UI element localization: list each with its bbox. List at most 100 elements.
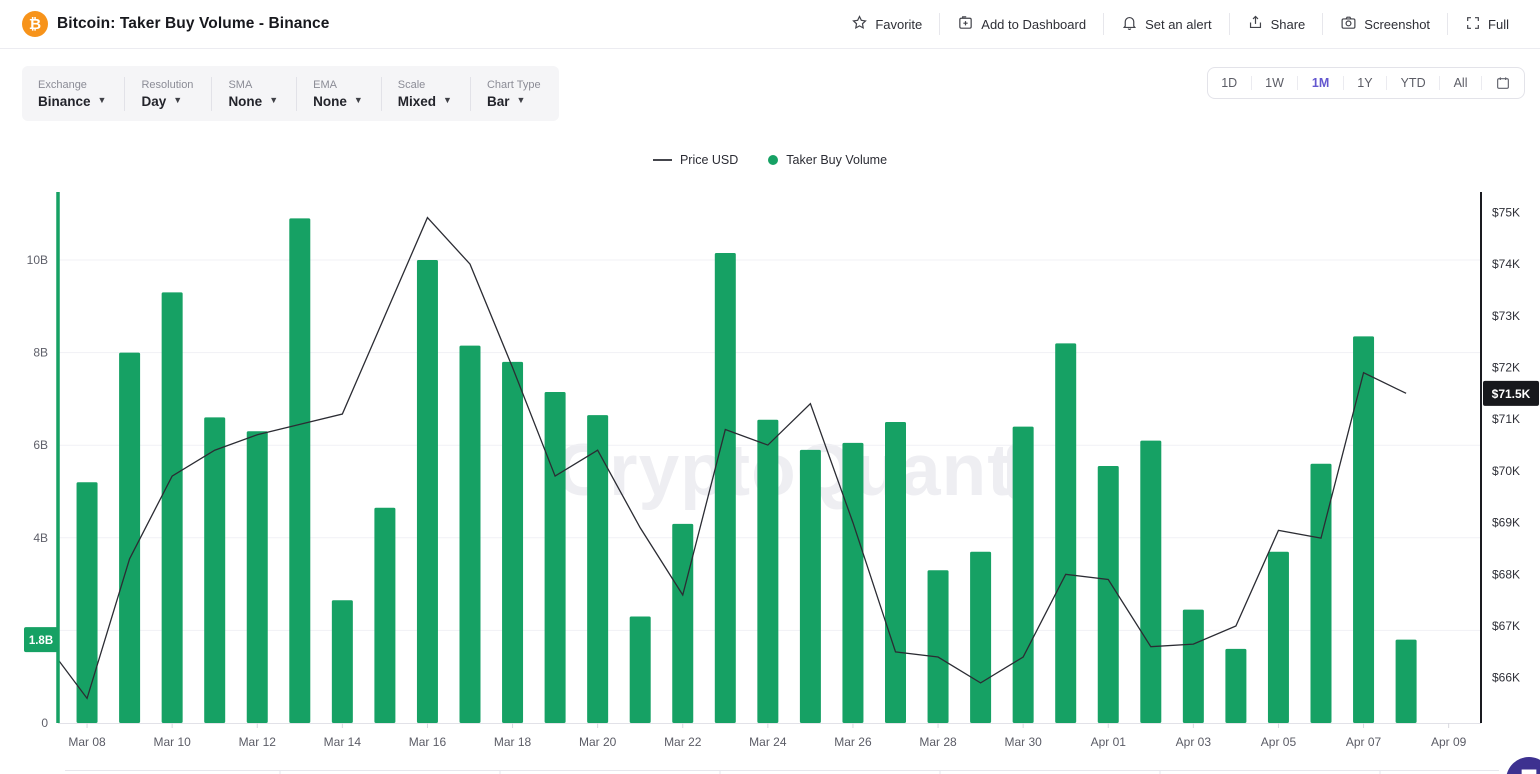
bar-mar-25[interactable] — [799, 449, 821, 723]
exchange-dropdown[interactable]: Exchange Binance ▼ — [22, 79, 124, 109]
bar-mar-29[interactable] — [970, 551, 992, 723]
range-1y[interactable]: 1Y — [1357, 76, 1373, 90]
bar-mar-20[interactable] — [587, 415, 609, 723]
bar-mar-27[interactable] — [885, 422, 906, 723]
chevron-down-icon: ▼ — [97, 95, 107, 105]
right-axis-label: $74K — [1492, 257, 1520, 271]
bar-apr-07[interactable] — [1353, 336, 1375, 723]
legend-price-usd[interactable]: Price USD — [652, 153, 738, 167]
range-1d[interactable]: 1D — [1221, 76, 1238, 90]
scale-value: Mixed — [397, 93, 437, 109]
bar-mar-31[interactable] — [1055, 343, 1077, 723]
favorite-button[interactable]: Favorite — [834, 13, 939, 35]
range-ytd[interactable]: YTD — [1400, 76, 1426, 90]
range-all[interactable]: All — [1453, 76, 1468, 90]
exchange-value: Binance — [38, 93, 91, 109]
range-divider — [1297, 76, 1299, 90]
add-to-dashboard-label: Add to Dashboard — [981, 16, 1087, 32]
x-tick-label: Mar 24 — [749, 735, 787, 749]
bar-mar-08[interactable] — [76, 482, 98, 723]
x-tick-label: Apr 03 — [1176, 735, 1212, 749]
scale-dropdown[interactable]: Scale Mixed ▼ — [382, 79, 470, 109]
range-divider — [1439, 76, 1441, 90]
chart-type-label: Chart Type — [486, 78, 541, 91]
header-divider — [1322, 13, 1324, 35]
favorite-label: Favorite — [875, 16, 923, 32]
share-label: Share — [1270, 16, 1306, 32]
bar-apr-01[interactable] — [1097, 466, 1119, 723]
bar-mar-12[interactable] — [246, 431, 268, 723]
bar-mar-24[interactable] — [757, 419, 779, 723]
sma-dropdown[interactable]: SMA None ▼ — [212, 79, 296, 109]
set-alert-label: Set an alert — [1145, 16, 1212, 32]
bitcoin-icon: ₿ — [22, 11, 48, 37]
dot-swatch-icon — [768, 155, 779, 165]
range-selector: 1D 1W 1M 1Y YTD All — [1206, 67, 1525, 99]
chevron-down-icon: ▼ — [353, 95, 363, 105]
chat-widget-button[interactable] — [1506, 757, 1540, 774]
bar-mar-28[interactable] — [927, 570, 949, 723]
bar-mar-23[interactable] — [714, 253, 736, 723]
page-title: Bitcoin: Taker Buy Volume - Binance — [57, 15, 330, 32]
bar-apr-04[interactable] — [1225, 648, 1247, 723]
bar-mar-21[interactable] — [629, 616, 651, 723]
chevron-down-icon: ▼ — [173, 95, 183, 105]
right-axis-badge-label: $71.5K — [1492, 387, 1531, 401]
add-to-dashboard-button[interactable]: Add to Dashboard — [940, 13, 1103, 35]
calendar-icon[interactable] — [1482, 75, 1524, 91]
bar-apr-05[interactable] — [1267, 551, 1289, 723]
fullscreen-button[interactable]: Full — [1448, 13, 1526, 35]
right-axis-label: $73K — [1492, 309, 1520, 323]
resolution-dropdown[interactable]: Resolution Day ▼ — [125, 79, 211, 109]
x-tick-label: Mar 12 — [239, 735, 277, 749]
set-alert-button[interactable]: Set an alert — [1104, 13, 1229, 35]
bar-mar-22[interactable] — [672, 523, 694, 723]
left-axis-label: 4B — [33, 531, 48, 545]
left-axis-label: 6B — [33, 438, 48, 452]
legend-volume-label: Taker Buy Volume — [786, 153, 888, 167]
x-tick-label: Mar 20 — [579, 735, 617, 749]
chart-canvas[interactable]: CryptoQuant Mar 08 Mar 10 Mar 12 Mar 14 Mar 1… — [0, 185, 1540, 774]
right-axis-badge — [1483, 380, 1539, 406]
screenshot-label: Screenshot — [1364, 16, 1431, 32]
range-divider — [1342, 76, 1344, 90]
bar-mar-11[interactable] — [204, 417, 226, 723]
bar-mar-19[interactable] — [544, 391, 566, 723]
legend-taker-buy-volume[interactable]: Taker Buy Volume — [768, 153, 887, 167]
bar-apr-02[interactable] — [1140, 440, 1162, 723]
watermark: CryptoQuant — [555, 430, 1012, 511]
star-icon — [851, 14, 868, 34]
share-button[interactable]: Share — [1230, 13, 1323, 35]
bar-mar-09[interactable] — [119, 352, 141, 723]
chat-bubble-icon — [1521, 769, 1537, 774]
ema-dropdown[interactable]: EMA None ▼ — [297, 79, 381, 109]
range-1w[interactable]: 1W — [1265, 76, 1284, 90]
bar-mar-17[interactable] — [459, 345, 481, 723]
left-axis-badge — [24, 627, 58, 653]
exchange-label: Exchange — [38, 78, 87, 91]
range-1m[interactable]: 1M — [1311, 76, 1330, 90]
range-divider — [1386, 76, 1388, 90]
bar-mar-15[interactable] — [374, 507, 396, 723]
header-divider — [939, 13, 941, 35]
bar-mar-26[interactable] — [842, 442, 864, 723]
x-tick-label: Mar 26 — [834, 735, 872, 749]
bar-mar-10[interactable] — [161, 292, 183, 723]
x-tick-label: Mar 18 — [494, 735, 532, 749]
bar-apr-08[interactable] — [1395, 639, 1417, 723]
chart-type-dropdown[interactable]: Chart Type Bar ▼ — [471, 79, 559, 109]
bar-mar-14[interactable] — [331, 600, 353, 723]
bar-apr-06[interactable] — [1310, 463, 1332, 723]
bar-mar-30[interactable] — [1012, 426, 1034, 723]
x-tick-label: Apr 01 — [1091, 735, 1127, 749]
resolution-label: Resolution — [141, 78, 194, 91]
x-tick-label: Mar 08 — [68, 735, 106, 749]
bar-mar-16[interactable] — [416, 260, 438, 723]
bar-mar-18[interactable] — [502, 361, 524, 723]
bar-mar-13[interactable] — [289, 218, 311, 723]
screenshot-button[interactable]: Screenshot — [1323, 13, 1447, 35]
chart-legend: Price USD Taker Buy Volume — [0, 153, 1540, 167]
bar-apr-03[interactable] — [1182, 609, 1204, 723]
x-tick-label: Apr 05 — [1261, 735, 1297, 749]
chevron-down-icon: ▼ — [269, 95, 279, 105]
